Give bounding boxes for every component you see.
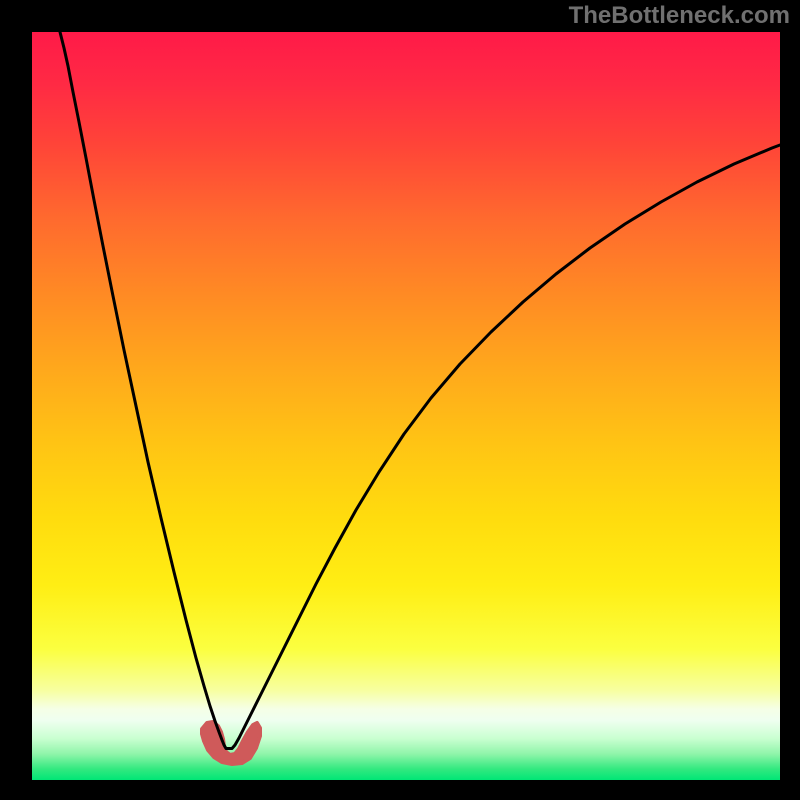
bottleneck-curve <box>60 32 780 749</box>
watermark-text: TheBottleneck.com <box>569 2 790 30</box>
frame-right <box>780 0 800 800</box>
chart-svg <box>32 32 780 780</box>
plot-area <box>32 32 780 780</box>
frame-left <box>0 0 32 800</box>
frame-bottom <box>0 780 800 800</box>
valley-blob <box>202 722 260 764</box>
